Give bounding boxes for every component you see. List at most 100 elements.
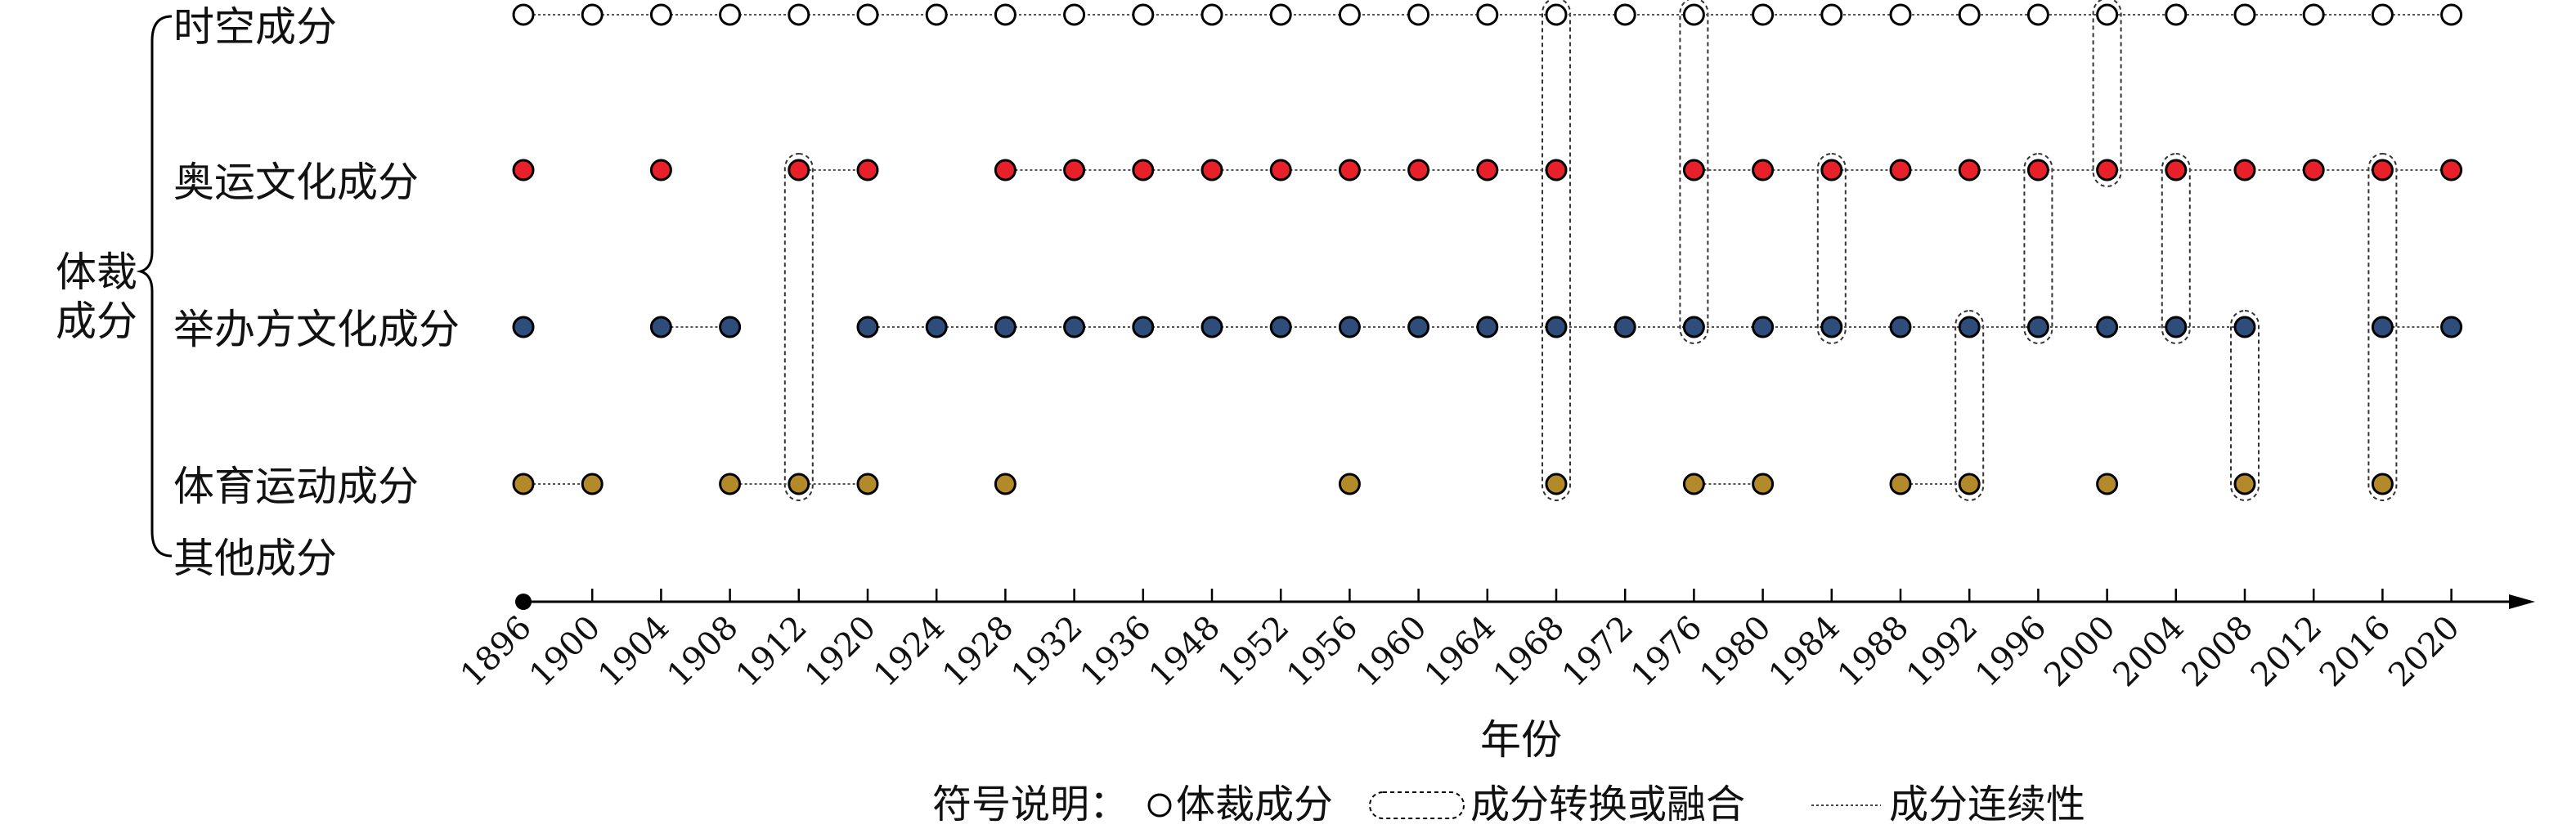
data-point [1752,159,1775,181]
data-point [2440,159,2463,181]
data-point [1063,159,1086,181]
data-point [994,159,1016,181]
data-point [1338,473,1361,495]
category-label: 时空成分 [173,3,337,51]
legend-circle-label: 体裁成分 [1176,782,1333,827]
x-tick-label: 1972 [1555,609,1641,695]
data-point [719,316,742,338]
data-point [2233,3,2256,26]
data-point [1613,316,1636,338]
data-point [1200,159,1223,181]
x-tick-label: 1988 [1831,609,1917,695]
x-tick-label: 1984 [1761,609,1847,695]
x-tick-label: 1900 [523,609,608,695]
fusion-capsule [2161,153,2191,344]
data-point [2026,159,2049,181]
x-tick-label: 1996 [1968,609,2054,695]
data-point [856,316,879,338]
category-label: 体育运动成分 [173,463,419,510]
data-point [719,3,742,26]
category-brace [136,15,173,558]
x-axis-origin-dot [515,594,532,610]
data-point [1269,3,1292,26]
data-point [925,3,948,26]
data-point [649,3,672,26]
data-point [1682,316,1705,338]
x-tick-label: 1968 [1487,609,1573,695]
data-point [2440,316,2463,338]
fusion-capsule [783,153,814,501]
data-point [1338,159,1361,181]
data-point [1407,3,1430,26]
data-point [788,3,810,26]
fusion-capsule [1679,0,1709,344]
x-tick-label: 1992 [1900,609,1986,695]
group-label-line: 体裁 [56,249,137,296]
fusion-capsule [2230,310,2260,501]
data-point [994,316,1016,338]
data-point [2233,159,2256,181]
x-tick-label: 1980 [1693,609,1779,695]
data-point [719,473,742,495]
data-point [2096,473,2119,495]
data-point [2233,316,2256,338]
data-point [649,316,672,338]
x-tick-label: 1956 [1280,609,1366,695]
x-tick-label: 2008 [2175,609,2261,695]
data-point [856,473,879,495]
data-point [1200,3,1223,26]
data-point [512,159,535,181]
data-point [581,3,604,26]
data-point [1132,159,1155,181]
category-label: 其他成分 [173,535,337,582]
fusion-capsule [2367,153,2398,501]
data-point [512,473,535,495]
x-axis-arrowhead [2509,594,2535,609]
data-point [2096,3,2119,26]
data-point [1407,159,1430,181]
x-tick-label: 1904 [591,609,677,695]
data-point [1958,3,1981,26]
data-point [2096,159,2119,181]
data-point [1545,3,1568,26]
fusion-capsule [2023,153,2053,344]
data-point [1820,316,1843,338]
data-point [1613,3,1636,26]
x-tick-label: 1920 [798,609,884,695]
x-tick-label: 1908 [660,609,746,695]
data-point [1545,473,1568,495]
data-point [2165,316,2188,338]
data-point [2233,473,2256,495]
legend-circle-icon [1147,793,1172,818]
data-point [1889,159,1912,181]
fusion-capsule [2092,0,2122,187]
data-point [2026,316,2049,338]
data-point [1269,316,1292,338]
data-point [2026,3,2049,26]
x-tick-label: 1912 [729,609,815,695]
data-point [856,3,879,26]
x-tick-label: 1960 [1349,609,1434,695]
x-tick-label: 2000 [2037,609,2123,695]
legend-fusion-icon [1369,791,1465,819]
data-point [1338,316,1361,338]
data-point [1200,316,1223,338]
x-tick-label: 1964 [1417,609,1503,695]
fusion-groups [783,0,2398,501]
x-ticks: 1896190019041908191219201924192819321936… [454,589,2467,694]
x-axis-title: 年份 [1480,716,1562,764]
group-label: 体裁成分 [56,249,137,345]
data-point [1889,3,1912,26]
x-tick-label: 1976 [1624,609,1710,695]
x-tick-label: 2004 [2106,609,2192,695]
legend-title: 符号说明： [932,782,1129,827]
data-point [1752,473,1775,495]
group-label-line: 成分 [56,298,137,345]
x-tick-label: 1952 [1211,609,1297,695]
data-point [1958,316,1981,338]
x-tick-label: 2020 [2381,609,2467,695]
x-tick-label: 2016 [2313,609,2399,695]
data-point [1820,3,1843,26]
